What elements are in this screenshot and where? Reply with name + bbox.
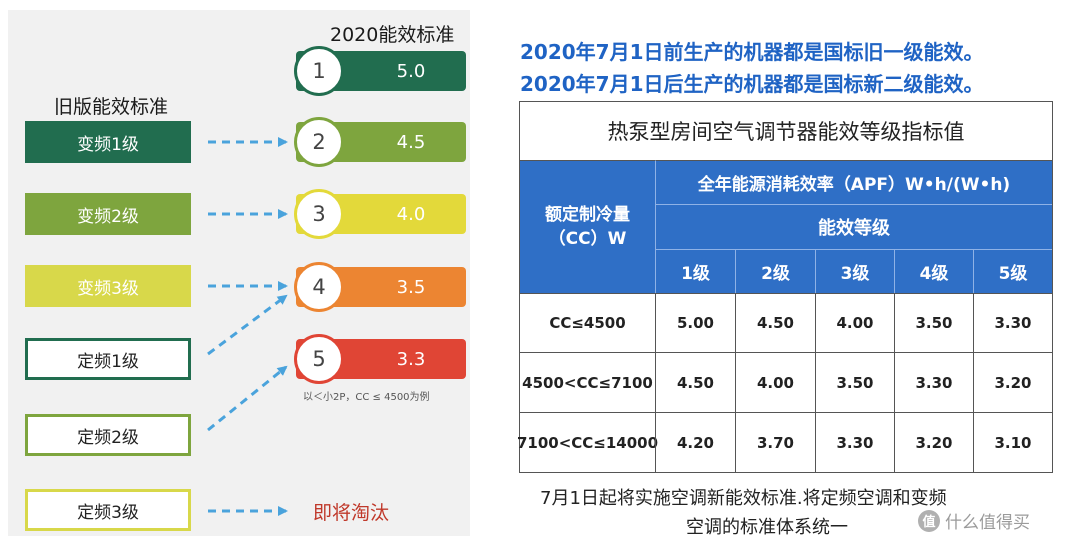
grade-column-header: 4级 bbox=[894, 249, 973, 293]
eliminate-label: 即将淘汰 bbox=[313, 502, 390, 524]
level-value: 4.5 bbox=[396, 131, 426, 153]
headline-before: 2020年7月1日前生产的机器都是国标旧一级能效。 bbox=[520, 40, 984, 64]
value-cell: 3.10 bbox=[973, 412, 1052, 472]
watermark-text: 什么值得买 bbox=[945, 513, 1030, 533]
apf-header: 全年能源消耗效率（APF）W•h/(W•h) bbox=[655, 160, 1052, 204]
value-cell: 4.50 bbox=[735, 293, 815, 352]
old-level-label: 定频3级 bbox=[77, 502, 139, 523]
grade-header: 能效等级 bbox=[655, 204, 1052, 249]
grade-column-header: 2级 bbox=[735, 249, 815, 293]
value-cell: 3.30 bbox=[894, 352, 973, 412]
value-cell: 4.20 bbox=[655, 412, 735, 472]
level-number-circle: 3 bbox=[294, 189, 344, 239]
grade-column-header: 3级 bbox=[815, 249, 894, 293]
old-level-box: 定频2级 bbox=[25, 414, 191, 456]
new-level-bar: 1 5.0 bbox=[294, 46, 466, 96]
old-level-box: 变频2级 bbox=[25, 193, 191, 235]
energy-standard-comparison-panel: 2020能效标准 旧版能效标准 变频1级 变频2级 变频3级 定频1级 定频2级… bbox=[8, 10, 470, 536]
capacity-cell: 7100<CC≤14000 bbox=[517, 412, 658, 472]
capacity-cell: 4500<CC≤7100 bbox=[520, 352, 655, 412]
caption-line-1: 7月1日起将实施空调新能效标准.将定频空调和变频 bbox=[540, 488, 947, 509]
capacity-cell: CC≤4500 bbox=[520, 293, 655, 352]
grade-column-header: 5级 bbox=[973, 249, 1052, 293]
level-value: 3.5 bbox=[396, 276, 426, 298]
value-cell: 3.20 bbox=[973, 352, 1052, 412]
caption-line-2: 空调的标准体系统一 bbox=[686, 517, 848, 538]
level-value: 5.0 bbox=[396, 60, 426, 82]
old-level-box: 定频3级 bbox=[25, 489, 191, 531]
old-level-label: 定频2级 bbox=[77, 427, 139, 448]
energy-efficiency-table: 热泵型房间空气调节器能效等级指标值 额定制冷量 （CC）W 全年能源消耗效率（A… bbox=[517, 101, 1053, 473]
old-level-box: 变频1级 bbox=[25, 121, 191, 163]
value-cell: 4.50 bbox=[655, 352, 735, 412]
headline-after: 2020年7月1日后生产的机器都是国标新二级能效。 bbox=[520, 72, 984, 96]
new-level-bar: 3 4.0 bbox=[294, 189, 466, 239]
old-level-box: 定频1级 bbox=[25, 338, 191, 380]
old-level-label: 变频1级 bbox=[77, 134, 139, 155]
watermark-logo-icon: 值 bbox=[918, 509, 940, 532]
value-cell: 4.00 bbox=[815, 293, 894, 352]
arrow-fixed1-to-new4 bbox=[207, 294, 288, 356]
value-cell: 3.50 bbox=[894, 293, 973, 352]
new-level-bar: 4 3.5 bbox=[294, 262, 466, 312]
value-cell: 3.30 bbox=[973, 293, 1052, 352]
table-title: 热泵型房间空气调节器能效等级指标值 bbox=[607, 120, 965, 144]
new-level-bar: 2 4.5 bbox=[294, 117, 466, 167]
example-note: 以＜小2P，CC ≤ 4500为例 bbox=[303, 392, 430, 403]
old-level-box: 变频3级 bbox=[25, 265, 191, 307]
value-cell: 5.00 bbox=[655, 293, 735, 352]
level-number-circle: 5 bbox=[294, 334, 344, 384]
mapping-arrows bbox=[207, 137, 288, 516]
capacity-header: 额定制冷量 （CC）W bbox=[520, 160, 655, 293]
new-standard-title: 2020能效标准 bbox=[330, 24, 455, 46]
level-number-circle: 1 bbox=[294, 46, 344, 96]
value-cell: 3.30 bbox=[815, 412, 894, 472]
new-level-bar: 5 3.3 bbox=[294, 334, 466, 384]
old-level-label: 定频1级 bbox=[77, 351, 139, 372]
watermark: 值 什么值得买 bbox=[918, 508, 1030, 533]
old-level-label: 变频2级 bbox=[77, 206, 139, 227]
level-number-circle: 4 bbox=[294, 262, 344, 312]
value-cell: 3.70 bbox=[735, 412, 815, 472]
old-level-label: 变频3级 bbox=[77, 278, 139, 299]
level-value: 3.3 bbox=[396, 348, 426, 370]
arrow-fixed2-to-new5 bbox=[207, 365, 288, 432]
value-cell: 3.50 bbox=[815, 352, 894, 412]
value-cell: 3.20 bbox=[894, 412, 973, 472]
level-value: 4.0 bbox=[396, 203, 426, 225]
old-standard-title: 旧版能效标准 bbox=[54, 96, 169, 118]
level-number-circle: 2 bbox=[294, 117, 344, 167]
value-cell: 4.00 bbox=[735, 352, 815, 412]
grade-column-header: 1级 bbox=[655, 249, 735, 293]
